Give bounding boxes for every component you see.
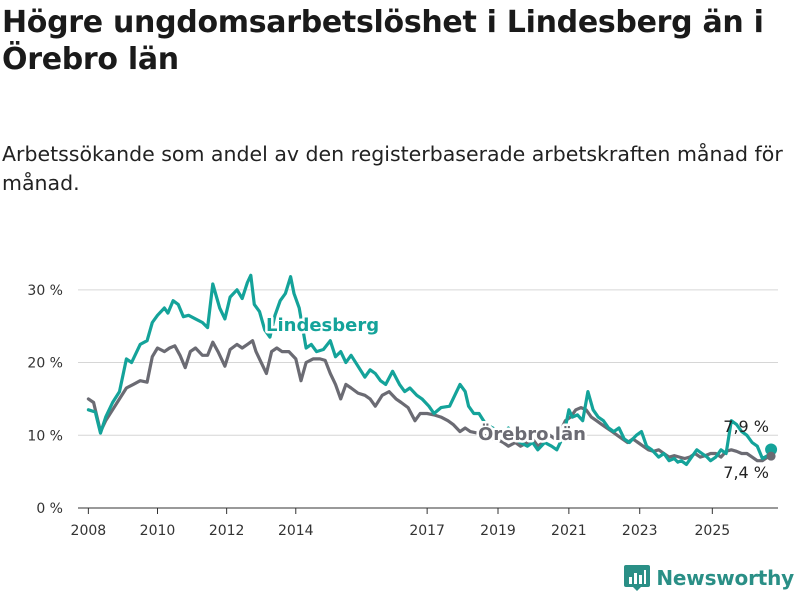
brand-name: Newsworthy: [656, 566, 794, 590]
axis-layer: 0 % 10 % 20 % 30 % 2008 2010 2012 2014 2017 2019 2…: [27, 283, 730, 539]
series-layer: [86, 273, 778, 466]
x-tick-label: 2017: [409, 523, 445, 539]
end-label-lindesberg: 7,9 %: [723, 417, 769, 436]
y-tick-label: 20 %: [27, 356, 63, 372]
series-name-orebro-halo: Örebro län: [478, 423, 586, 445]
x-tick-label: 2019: [480, 523, 516, 539]
x-tick-label: 2023: [622, 523, 658, 539]
x-tick-label: 2014: [278, 523, 314, 539]
series-name-orebro: Örebro län: [478, 423, 586, 445]
x-tick-label: 2012: [209, 523, 245, 539]
newsworthy-logo-icon: [624, 565, 651, 591]
brand-footer: Newsworthy: [624, 565, 794, 591]
end-label-orebro: 7,4 %: [723, 463, 769, 482]
y-tick-label: 0 %: [36, 501, 63, 517]
end-dot-lindesberg: [765, 443, 778, 456]
series-name-lindesberg: Lindesberg: [266, 315, 379, 336]
grid-layer: [78, 289, 778, 509]
x-tick-label: 2008: [71, 523, 107, 539]
series-line-lindesberg: [86, 273, 773, 466]
end-dot-orebro: [766, 451, 776, 461]
x-tick-label: 2010: [140, 523, 176, 539]
chart-title: Högre ungdomsarbetslöshet i Lindesberg ä…: [2, 5, 764, 77]
chart-subtitle: Arbetssökande som andel av den registerb…: [2, 142, 783, 195]
x-tick-label: 2025: [695, 523, 731, 539]
series-line-orebro: [86, 339, 773, 463]
x-tick-label: 2021: [551, 523, 587, 539]
y-tick-label: 10 %: [27, 428, 63, 444]
series-name-lindesberg-halo: Lindesberg: [266, 315, 379, 336]
line-chart: 0 % 10 % 20 % 30 % 2008 2010 2012 2014 2017 2019 2…: [27, 273, 778, 539]
y-tick-label: 30 %: [27, 283, 63, 299]
